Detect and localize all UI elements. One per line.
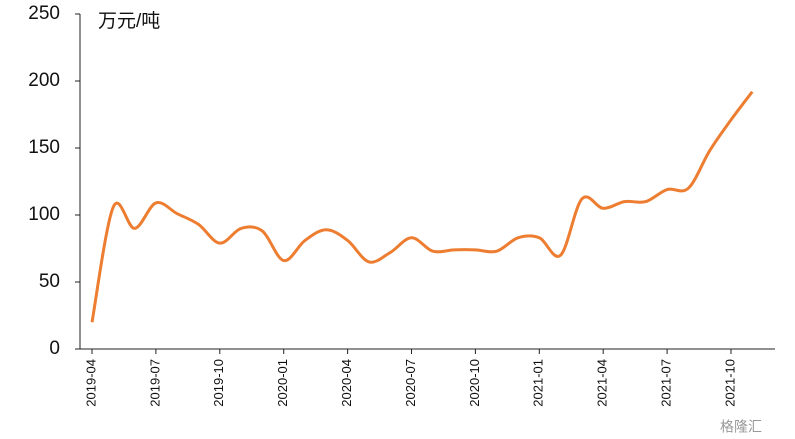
x-tick-label: 2020-01 bbox=[275, 359, 290, 407]
y-tick-label: 50 bbox=[39, 271, 60, 292]
x-tick-label: 2020-10 bbox=[467, 359, 482, 407]
x-tick-label: 2019-07 bbox=[147, 359, 162, 407]
x-tick-label: 2021-01 bbox=[531, 359, 546, 407]
line-series bbox=[90, 90, 754, 323]
y-tick-label: 250 bbox=[28, 3, 60, 24]
x-tick-label: 2020-04 bbox=[339, 359, 354, 407]
x-tick-label: 2020-07 bbox=[403, 359, 418, 407]
unit-label: 万元/吨 bbox=[98, 10, 160, 32]
y-tick-label: 200 bbox=[28, 70, 60, 91]
x-tick-label: 2021-04 bbox=[595, 359, 610, 407]
watermark: 格隆汇 bbox=[720, 419, 762, 435]
y-tick-label: 0 bbox=[49, 338, 60, 359]
x-tick-label: 2021-10 bbox=[722, 359, 737, 407]
y-tick-label: 150 bbox=[28, 137, 60, 158]
y-tick-label: 100 bbox=[28, 204, 60, 225]
x-tick-label: 2019-10 bbox=[211, 359, 226, 407]
x-tick-label: 2021-07 bbox=[659, 359, 674, 407]
x-tick-label: 2019-04 bbox=[83, 359, 98, 407]
